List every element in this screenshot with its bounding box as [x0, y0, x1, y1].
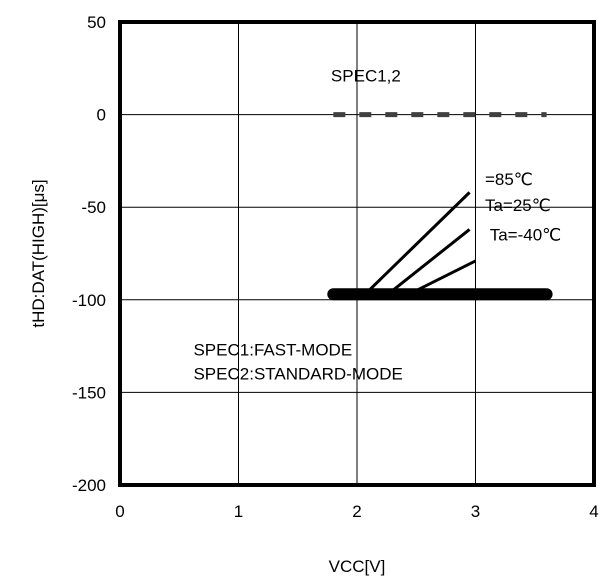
- annotation-label: Ta=-40℃: [490, 226, 562, 245]
- annotation-label: =85℃: [485, 170, 533, 189]
- x-tick-label: 4: [589, 502, 598, 521]
- x-tick-label: 2: [352, 502, 361, 521]
- annotation-label: SPEC1,2: [331, 66, 401, 85]
- y-tick-label: -200: [72, 476, 106, 495]
- y-tick-label: -150: [72, 383, 106, 402]
- y-tick-label: -50: [81, 198, 106, 217]
- y-tick-label: 0: [97, 106, 106, 125]
- annotation-label: Ta=25℃: [485, 196, 551, 215]
- series-line: [415, 259, 477, 292]
- tick-labels: 0 1 2 3 4 50 0 -50 -100 -150 -200: [72, 13, 599, 521]
- x-tick-label: 1: [234, 502, 243, 521]
- y-axis-title: tHD:DAT(HIGH)[μs]: [29, 179, 48, 327]
- grid-lines: [119, 21, 595, 486]
- y-tick-label: -100: [72, 291, 106, 310]
- plot-frame: [118, 20, 596, 487]
- plot-area: [327, 112, 553, 301]
- series-line: [391, 228, 471, 292]
- annotation-label: SPEC2:STANDARD-MODE: [193, 364, 402, 383]
- x-tick-label: 0: [115, 502, 124, 521]
- x-axis-title: VCC[V]: [329, 557, 386, 576]
- series-line: [367, 191, 471, 292]
- y-tick-label: 50: [87, 13, 106, 32]
- x-tick-label: 3: [471, 502, 480, 521]
- annotation-label: SPEC1:FAST-MODE: [193, 340, 352, 359]
- annotations: SPEC1,2 =85℃ Ta=25℃ Ta=-40℃ SPEC1:FAST-MODE S…: [193, 66, 561, 383]
